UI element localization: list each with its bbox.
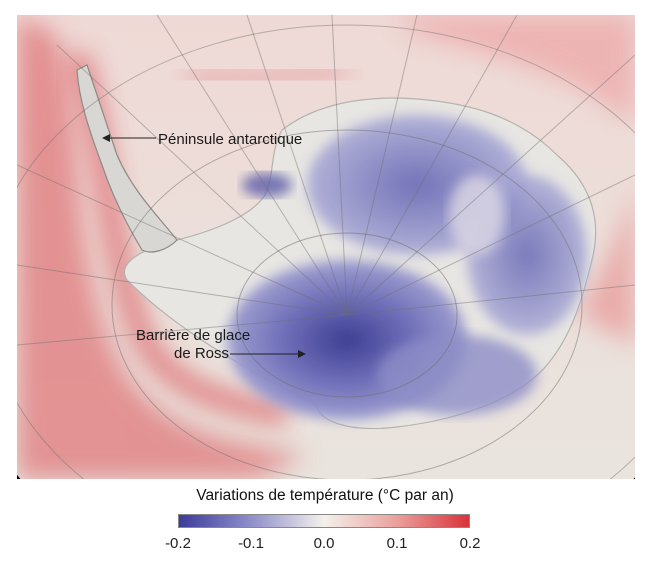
temperature-map [17, 15, 635, 479]
peninsula-arrow [102, 134, 156, 142]
peninsula-label: Péninsule antarctique [158, 131, 303, 148]
tick-label: -0.1 [238, 535, 264, 552]
ross-ice-shelf-label-line1: Barrière de glace [136, 327, 251, 344]
tick-label: 0.1 [386, 535, 408, 552]
ross-ice-shelf-label-line2: de Ross [174, 345, 230, 362]
ross-arrow [230, 350, 306, 358]
tick-label: 0.0 [313, 535, 335, 552]
tick-label: 0.2 [459, 535, 481, 552]
tick-label: -0.2 [165, 535, 191, 552]
temperature-colorbar [178, 514, 470, 528]
legend-title: Variations de température (°C par an) [196, 487, 454, 504]
